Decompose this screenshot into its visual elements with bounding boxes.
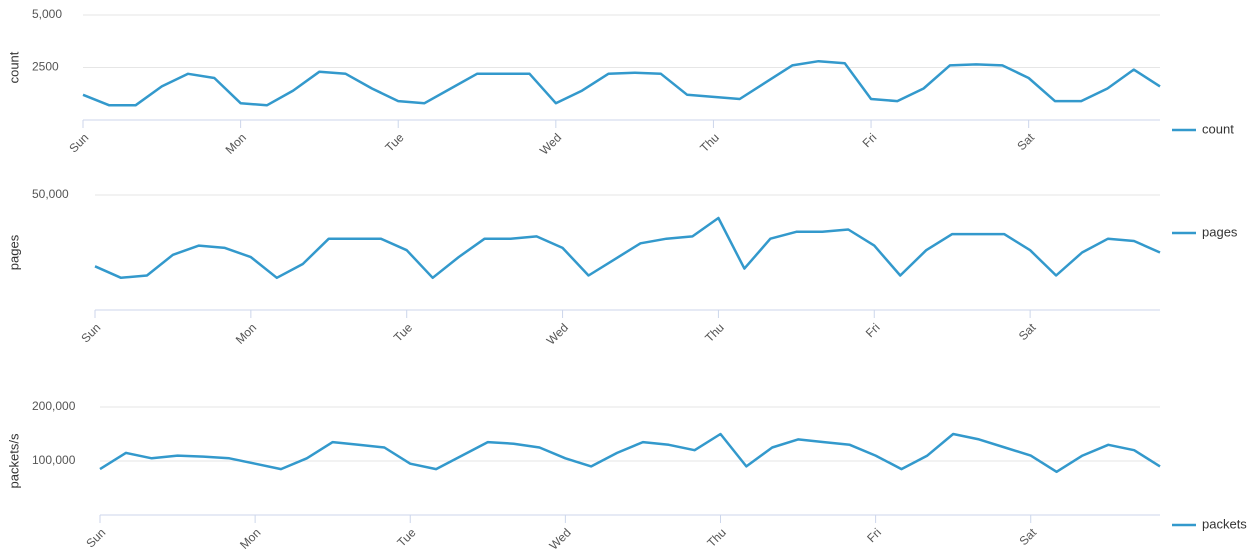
legend-label: pages [1202, 224, 1238, 239]
x-tick-label: Wed [544, 320, 571, 347]
x-tick-label: Thu [704, 525, 729, 550]
x-tick-label: Wed [547, 525, 574, 552]
y-axis-title: packets/s [6, 433, 21, 488]
x-tick-label: Fri [860, 130, 880, 150]
x-tick-label: Sat [1014, 130, 1037, 153]
x-tick-label: Tue [391, 320, 415, 344]
x-tick-label: Sun [83, 525, 108, 550]
x-tick-label: Mon [223, 130, 249, 156]
y-tick-label: 50,000 [32, 187, 69, 201]
y-tick-label: 100,000 [32, 453, 76, 467]
x-tick-label: Sat [1016, 525, 1039, 548]
x-tick-label: Mon [233, 320, 259, 346]
x-tick-label: Fri [863, 320, 883, 340]
line [82, 59, 1161, 107]
y-tick-label: 2500 [32, 60, 59, 74]
x-tick-label: Tue [382, 130, 406, 154]
x-tick-label: Thu [702, 320, 727, 345]
x-tick-label: Mon [237, 525, 263, 551]
line [94, 216, 1161, 280]
x-tick-label: Fri [864, 525, 884, 545]
y-tick-label: 200,000 [32, 399, 76, 413]
y-tick-label: 5,000 [32, 7, 62, 21]
x-tick-label: Wed [537, 130, 564, 157]
x-tick-label: Sun [66, 130, 91, 155]
y-axis-title: count [6, 51, 21, 83]
x-tick-label: Thu [697, 130, 722, 155]
line [99, 432, 1161, 474]
x-tick-label: Sun [78, 320, 103, 345]
x-tick-label: Tue [394, 525, 418, 549]
legend-label: packets [1202, 516, 1247, 531]
legend-label: count [1202, 121, 1234, 136]
x-tick-label: Sat [1016, 320, 1039, 343]
y-axis-title: pages [6, 234, 21, 270]
